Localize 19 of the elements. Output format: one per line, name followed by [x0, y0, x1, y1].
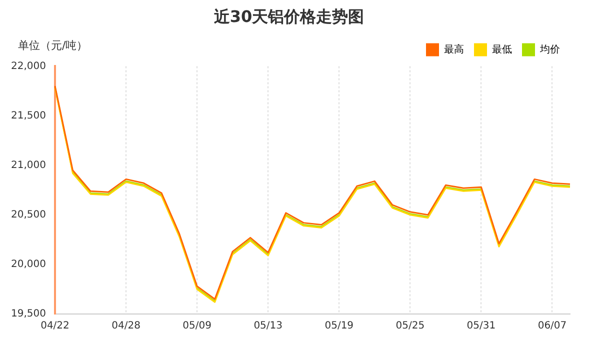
legend-label: 均价 — [539, 43, 560, 56]
y-tick-label: 19,500 — [10, 308, 46, 320]
chart-title: 近30天铝价格走势图 — [212, 6, 364, 26]
x-tick-label: 05/19 — [324, 320, 354, 332]
x-tick-label: 05/31 — [466, 320, 496, 332]
y-tick-label: 21,000 — [10, 160, 46, 171]
legend-label: 最高 — [444, 43, 464, 56]
x-tick-label: 04/28 — [112, 320, 140, 332]
x-tick-label: 05/13 — [254, 320, 283, 332]
x-tick-label: 04/22 — [40, 320, 70, 332]
y-axis-title: 单位（元/吨） — [18, 39, 88, 52]
x-tick-label: 05/09 — [182, 320, 212, 332]
y-tick-label: 20,500 — [10, 209, 46, 220]
y-tick-label: 22,000 — [10, 60, 46, 72]
x-tick-label: 05/25 — [396, 320, 425, 332]
legend-label: 最低 — [492, 44, 512, 56]
y-tick-label: 21,500 — [10, 110, 46, 122]
x-tick-label: 06/07 — [538, 320, 567, 332]
y-tick-label: 20,000 — [10, 259, 46, 270]
